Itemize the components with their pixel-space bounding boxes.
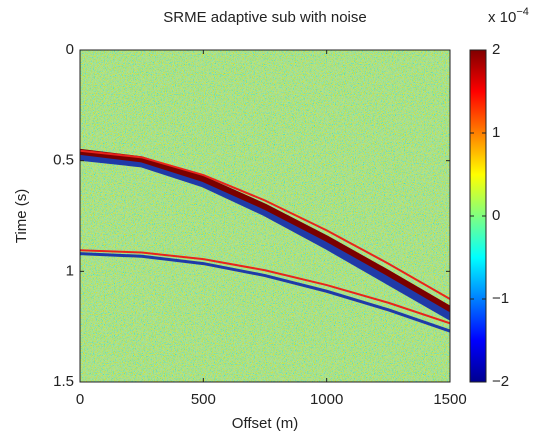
colorbar-tick-label: 2 — [492, 41, 500, 58]
multiplier-exponent: −4 — [516, 6, 529, 18]
chart-title: SRME adaptive sub with noise — [163, 9, 366, 26]
plot-frame — [79, 49, 451, 383]
x-tick-label: 500 — [191, 391, 216, 408]
x-tick-label: 1000 — [310, 391, 343, 408]
colorbar-multiplier: x 10−4 — [488, 6, 529, 26]
y-axis-label: Time (s) — [13, 189, 30, 243]
y-tick-label: 1.5 — [53, 373, 74, 390]
y-tick-label: 1 — [66, 262, 74, 279]
y-tick-label: 0 — [66, 41, 74, 58]
x-tick-label: 0 — [76, 391, 84, 408]
colorbar-tick-label: −1 — [492, 290, 509, 307]
event-line — [80, 252, 450, 333]
x-tick-label: 1500 — [433, 391, 466, 408]
y-tick-label: 0.5 — [53, 152, 74, 169]
event-line — [80, 149, 450, 300]
colorbar-tick-label: −2 — [492, 373, 509, 390]
colorbar-tick-label: 1 — [492, 124, 500, 141]
event-line — [80, 249, 450, 325]
event-line — [80, 151, 450, 321]
events — [80, 148, 450, 333]
x-axis-label: Offset (m) — [232, 415, 298, 432]
multiplier-base: x 10 — [488, 9, 516, 26]
event-line — [80, 148, 450, 312]
colorbar-tick-label: 0 — [492, 207, 500, 224]
